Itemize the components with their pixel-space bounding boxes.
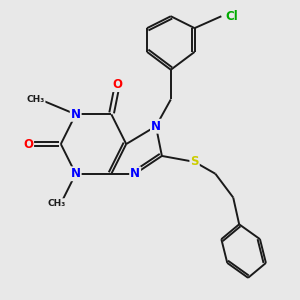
Text: CH₃: CH₃ [26,95,45,104]
Text: O: O [23,138,33,151]
Text: Cl: Cl [225,10,238,23]
Text: N: N [151,120,161,133]
Text: N: N [71,167,81,180]
Text: N: N [130,167,140,180]
Text: O: O [112,78,122,91]
Text: CH₃: CH₃ [47,199,65,208]
Text: S: S [190,155,199,168]
Text: N: N [71,108,81,121]
